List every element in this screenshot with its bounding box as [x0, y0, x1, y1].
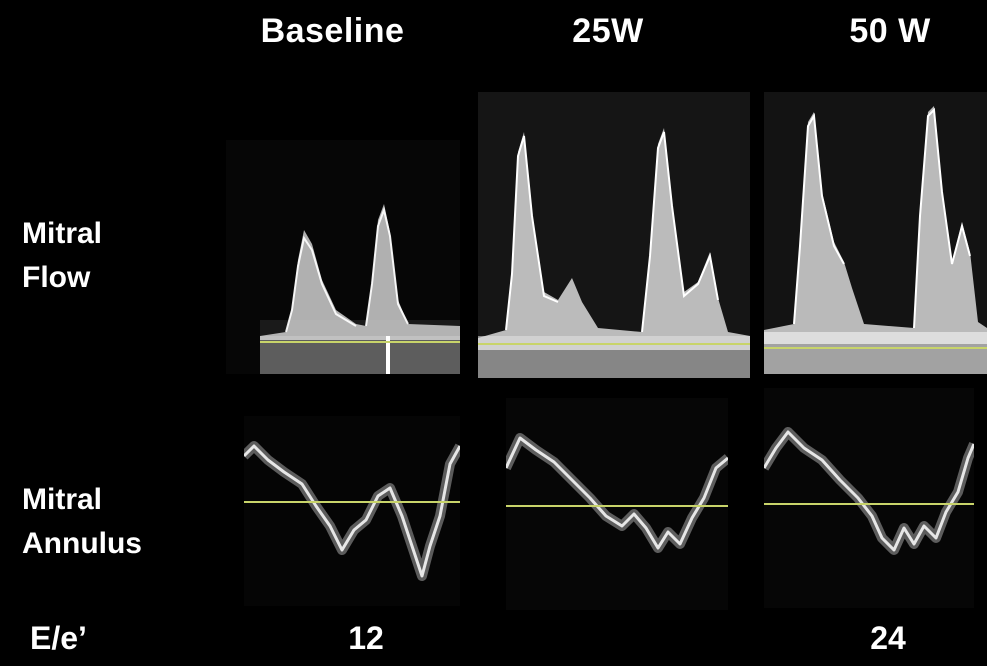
row-label-mitral-annulus: Mitral Annulus — [22, 478, 142, 566]
column-title-50w: 50 W — [849, 12, 931, 50]
tissue-doppler-panel-baseline — [244, 416, 460, 606]
ratio-value-50w: 24 — [870, 620, 906, 656]
tissue-doppler-panel-50w — [764, 388, 974, 608]
doppler-panel-flow-50w — [764, 92, 987, 374]
doppler-panel-flow-25w — [478, 92, 750, 378]
doppler-panel-flow-baseline — [226, 140, 460, 374]
column-title-25w: 25W — [572, 12, 644, 50]
ratio-label: E/e’ — [30, 620, 87, 656]
column-title-baseline: Baseline — [260, 12, 405, 50]
row-label-line: Flow — [22, 261, 91, 294]
tissue-doppler-panel-25w — [506, 398, 728, 610]
row-label-line: Mitral — [22, 483, 103, 516]
row-label-line: Mitral — [22, 217, 103, 250]
row-label-mitral-flow: Mitral Flow — [22, 212, 102, 300]
ratio-value-baseline: 12 — [348, 620, 384, 656]
row-label-line: Annulus — [22, 527, 142, 560]
